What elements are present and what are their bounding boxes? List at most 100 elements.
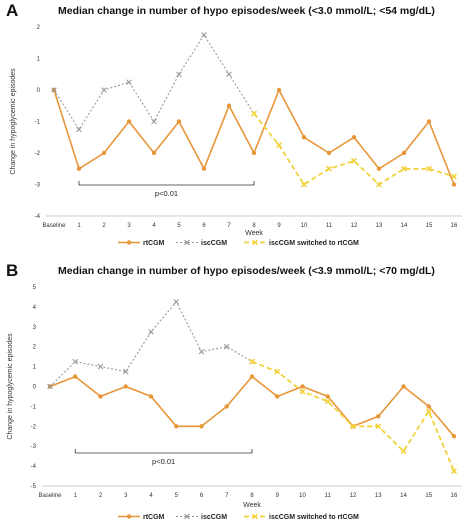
data-point-rtcgm: [401, 384, 406, 389]
x-tick-label: 3: [124, 493, 128, 499]
data-point-iscgm: [173, 299, 180, 305]
data-point-rtcgm: [98, 394, 103, 399]
y-tick-label: -4: [35, 214, 41, 220]
x-tick-label: 1: [77, 223, 81, 229]
legend-marker-switched: [252, 513, 258, 520]
y-tick-label: 4: [33, 305, 37, 311]
x-tick-label: 7: [225, 493, 229, 499]
y-tick-label: 3: [33, 325, 37, 331]
x-axis-title: Week: [245, 230, 263, 237]
data-point-switched: [249, 358, 255, 365]
legend-label-switched: iscCGM switched to rtCGM: [269, 514, 359, 521]
y-tick-label: -2: [35, 151, 41, 157]
data-point-rtcgm: [351, 135, 357, 140]
data-point-iscgm: [126, 79, 132, 85]
legend-marker-rtcgm: [126, 514, 132, 519]
x-tick-label: 1: [74, 493, 78, 499]
data-point-switched: [401, 165, 407, 172]
data-point-rtcgm: [276, 87, 282, 93]
y-tick-label: -3: [31, 444, 37, 450]
x-tick-label: 10: [301, 223, 308, 229]
x-tick-label: 15: [425, 493, 432, 499]
panel-a-letter: A: [6, 1, 18, 20]
y-tick-label: -2: [31, 424, 37, 430]
significance-label: p<0.01: [155, 189, 178, 198]
panel-b-title: Median change in number of hypo episodes…: [58, 265, 435, 277]
legend-marker-rtcgm: [126, 240, 132, 245]
data-point-switched: [350, 423, 356, 430]
data-point-switched: [251, 110, 257, 117]
x-tick-label: 16: [451, 223, 458, 229]
x-tick-label: 5: [175, 493, 179, 499]
data-point-rtcgm: [249, 374, 255, 379]
y-tick-label: 1: [37, 57, 41, 63]
data-point-rtcgm: [174, 424, 179, 429]
x-tick-label: 4: [152, 223, 156, 229]
data-point-switched: [376, 181, 382, 188]
x-tick-label: 2: [99, 493, 103, 499]
x-tick-label: 12: [351, 223, 358, 229]
series-line-switched: [253, 113, 455, 186]
significance-bracket: [74, 449, 253, 454]
panel-b-letter: B: [6, 261, 18, 280]
y-tick-label: 0: [37, 88, 41, 94]
x-tick-label: 6: [202, 223, 206, 229]
y-tick-label: -1: [31, 404, 37, 410]
data-point-rtcgm: [151, 150, 157, 156]
data-point-iscgm: [148, 328, 154, 335]
data-point-rtcgm: [199, 424, 204, 429]
y-axis-title: Change in hypoglycemic episodes: [7, 333, 14, 440]
legend-label-iscgm: iscCGM: [201, 514, 227, 521]
data-point-switched: [451, 468, 457, 475]
x-axis-title: Week: [243, 502, 261, 509]
x-tick-label: Baseline: [42, 223, 66, 229]
data-point-switched: [324, 398, 331, 405]
data-point-rtcgm: [251, 150, 257, 156]
data-point-iscgm: [223, 343, 230, 350]
data-point-switched: [451, 173, 457, 180]
data-point-switched: [274, 368, 281, 375]
x-tick-label: 9: [277, 223, 281, 229]
data-point-rtcgm: [301, 135, 307, 140]
y-tick-label: 2: [37, 25, 41, 31]
data-point-rtcgm: [326, 150, 332, 156]
data-point-iscgm: [122, 368, 129, 375]
data-point-iscgm: [51, 87, 57, 93]
significance-bracket: [78, 181, 255, 186]
legend-label-iscgm: iscCGM: [201, 240, 227, 247]
x-tick-label: Baseline: [38, 493, 62, 499]
data-point-rtcgm: [126, 119, 132, 124]
x-tick-label: 5: [177, 223, 181, 229]
series-line-rtcgm: [49, 375, 455, 437]
series-line-switched: [251, 360, 455, 472]
y-tick-label: -3: [35, 183, 41, 189]
data-point-rtcgm: [76, 166, 82, 171]
data-point-rtcgm: [401, 150, 407, 156]
x-tick-label: 2: [102, 223, 106, 229]
data-point-rtcgm: [275, 394, 280, 399]
x-tick-label: 4: [149, 493, 153, 499]
significance-label: p<0.01: [152, 457, 175, 466]
data-point-switched: [301, 181, 307, 188]
x-tick-label: 6: [200, 493, 204, 499]
x-tick-label: 8: [252, 223, 256, 229]
data-point-iscgm: [198, 348, 205, 355]
data-point-rtcgm: [376, 166, 382, 171]
legend-marker-iscgm: [184, 239, 190, 246]
series-line-rtcgm: [53, 89, 455, 185]
data-point-rtcgm: [148, 394, 154, 399]
data-point-iscgm: [226, 71, 232, 78]
y-axis-title: Change in hypoglycemic episodes: [10, 68, 17, 175]
panel-a: A Median change in number of hypo episod…: [6, 1, 462, 247]
data-point-iscgm: [97, 363, 104, 370]
data-point-iscgm: [72, 358, 79, 365]
x-tick-label: 8: [250, 493, 254, 499]
data-point-rtcgm: [376, 414, 381, 419]
data-point-rtcgm: [426, 404, 431, 409]
data-point-iscgm: [101, 87, 107, 93]
data-point-rtcgm: [300, 384, 305, 389]
x-tick-label: 12: [350, 493, 357, 499]
data-point-rtcgm: [426, 119, 432, 124]
data-point-rtcgm: [226, 103, 232, 108]
data-point-switched: [425, 408, 432, 415]
